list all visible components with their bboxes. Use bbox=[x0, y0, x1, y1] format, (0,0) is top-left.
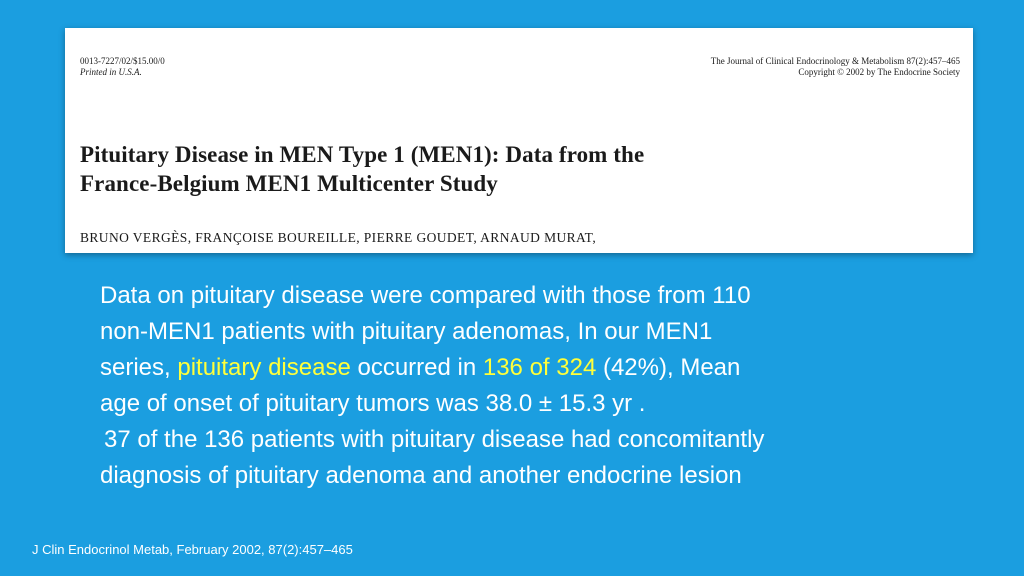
copyright: Copyright © 2002 by The Endocrine Societ… bbox=[798, 67, 960, 77]
highlight-136-of-324: 136 of 324 bbox=[482, 354, 597, 381]
paper-header-left: 0013-7227/02/$15.00/0 Printed in U.S.A. bbox=[80, 56, 165, 78]
highlight-pituitary-disease: pituitary disease bbox=[177, 354, 351, 381]
paper-printed-in: Printed in U.S.A. bbox=[80, 67, 142, 77]
summary-line-3-part-c: (42%), Mean bbox=[596, 354, 741, 381]
summary-text: Data on pituitary disease were compared … bbox=[100, 278, 950, 494]
summary-line-3-part-b: occurred in bbox=[350, 354, 483, 381]
journal-name: The Journal of Clinical Endocrinology & … bbox=[710, 56, 960, 66]
paper-header-right: The Journal of Clinical Endocrinology & … bbox=[711, 56, 960, 78]
summary-line-1: Data on pituitary disease were compared … bbox=[100, 282, 751, 309]
paper-title-line2: France-Belgium MEN1 Multicenter Study bbox=[80, 171, 498, 196]
paper-title: Pituitary Disease in MEN Type 1 (MEN1): … bbox=[80, 140, 960, 198]
summary-line-3-part-a: series, bbox=[100, 354, 178, 381]
paper-title-line1: Pituitary Disease in MEN Type 1 (MEN1): … bbox=[80, 142, 645, 167]
paper-header-image: 0013-7227/02/$15.00/0 Printed in U.S.A. … bbox=[65, 28, 973, 253]
summary-line-3: series, pituitary disease occurred in 13… bbox=[100, 350, 950, 386]
summary-line-6: diagnosis of pituitary adenoma and anoth… bbox=[100, 462, 742, 489]
summary-line-2: non-MEN1 patients with pituitary adenoma… bbox=[100, 318, 713, 345]
citation: J Clin Endocrinol Metab, February 2002, … bbox=[32, 542, 353, 557]
paper-code: 0013-7227/02/$15.00/0 bbox=[80, 56, 165, 66]
summary-line-5: 37 of the 136 patients with pituitary di… bbox=[104, 426, 765, 453]
summary-line-4: age of onset of pituitary tumors was 38.… bbox=[100, 390, 646, 417]
paper-authors: BRUNO VERGÈS, FRANÇOISE BOUREILLE, PIERR… bbox=[80, 230, 597, 245]
